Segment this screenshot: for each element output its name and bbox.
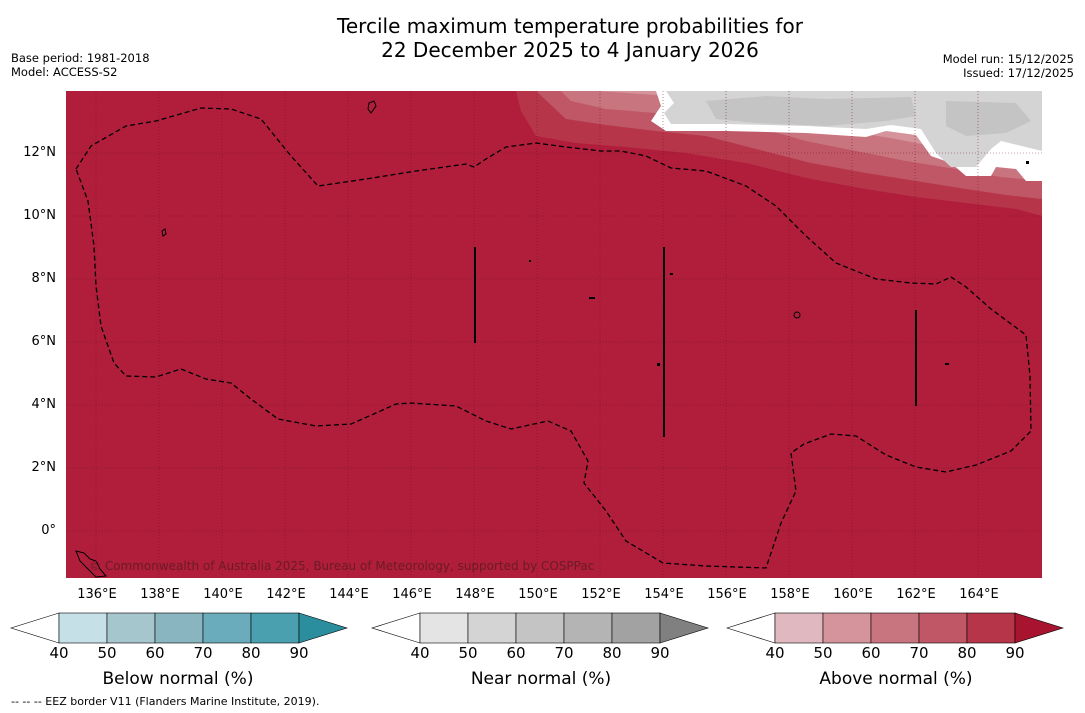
- near-normal-darker-patch-2: [946, 101, 1031, 136]
- cbar-below-seg: [250, 612, 300, 644]
- cbar-below-tick-90: 90: [289, 644, 309, 662]
- cbar-near-tick-60: 60: [506, 644, 526, 662]
- cbar-below-seg: [154, 612, 204, 644]
- island-east: [793, 311, 801, 319]
- cbar-above-seg: [870, 612, 920, 644]
- lon-label-144e: 144°E: [329, 587, 369, 602]
- copyright-text: © Commonwealth of Australia 2025, Bureau…: [89, 559, 595, 573]
- colorbar-above: [726, 612, 1065, 644]
- island-southwest: [75, 550, 108, 578]
- model-run-text: Model run: 15/12/2025: [942, 52, 1074, 66]
- cbar-above-seg: [822, 612, 872, 644]
- cbar-above-tick-80: 80: [957, 644, 977, 662]
- lat-label-10n: 10°N: [23, 208, 56, 223]
- lon-label-150e: 150°E: [518, 587, 558, 602]
- cbar-below-seg: [58, 612, 108, 644]
- cbar-near-over: [659, 612, 710, 644]
- cbar-below-tick-70: 70: [193, 644, 213, 662]
- cbar-near-seg: [563, 612, 613, 644]
- lon-label-140e: 140°E: [203, 587, 243, 602]
- lon-label-138e: 138°E: [140, 587, 180, 602]
- cbar-below-tick-40: 40: [49, 644, 69, 662]
- lon-label-152e: 152°E: [581, 587, 621, 602]
- cbar-above-title: Above normal (%): [819, 669, 973, 689]
- cbar-above-seg: [774, 612, 824, 644]
- base-period-text: Base period: 1981-2018: [11, 51, 150, 65]
- cbar-below-seg: [106, 612, 156, 644]
- cbar-above-seg: [966, 612, 1016, 644]
- cbar-near-tick-80: 80: [602, 644, 622, 662]
- lon-label-164e: 164°E: [959, 587, 999, 602]
- probability-map: [66, 91, 1042, 578]
- lat-label-6n: 6°N: [31, 334, 57, 349]
- lon-label-136e: 136°E: [77, 587, 117, 602]
- cbar-below-title: Below normal (%): [102, 669, 254, 689]
- lon-label-158e: 158°E: [770, 587, 810, 602]
- lon-label-162e: 162°E: [896, 587, 936, 602]
- cbar-below-tick-60: 60: [145, 644, 165, 662]
- lon-label-154e: 154°E: [644, 587, 684, 602]
- cbar-near-tick-50: 50: [458, 644, 478, 662]
- islands: [75, 100, 801, 578]
- lat-label-8n: 8°N: [31, 271, 57, 286]
- cbar-near-tick-90: 90: [650, 644, 670, 662]
- cbar-below-tick-80: 80: [241, 644, 261, 662]
- cbar-near-seg: [419, 612, 469, 644]
- cbar-near-title: Near normal (%): [470, 669, 612, 689]
- cbar-below-under: [10, 612, 60, 644]
- info-right: Model run: 15/12/2025 Issued: 17/12/2025: [943, 52, 1074, 80]
- cbar-near-seg: [611, 612, 661, 644]
- near-normal-darker-patch: [706, 96, 916, 126]
- eez-footnote: -- -- -- EEZ border V11 (Flanders Marine…: [11, 695, 320, 708]
- map-svg: [66, 91, 1042, 578]
- lat-label-4n: 4°N: [31, 397, 57, 412]
- cbar-near-tick-40: 40: [410, 644, 430, 662]
- info-left: Base period: 1981-2018 Model: ACCESS-S2: [11, 51, 150, 79]
- cbar-near-seg: [467, 612, 517, 644]
- cbar-above-tick-40: 40: [765, 644, 785, 662]
- cbar-below-seg: [202, 612, 252, 644]
- cbar-above-tick-70: 70: [909, 644, 929, 662]
- graticule: [66, 91, 1042, 578]
- island-west: [161, 228, 167, 237]
- lat-label-0: 0°: [41, 523, 56, 538]
- tiny-islands: [529, 161, 1029, 366]
- lon-label-160e: 160°E: [833, 587, 873, 602]
- title-line-2: 22 December 2025 to 4 January 2026: [381, 38, 759, 62]
- cbar-above-over: [1014, 612, 1065, 644]
- cbar-near-seg: [515, 612, 565, 644]
- eez-border-west: [75, 107, 1032, 569]
- cbar-above-under: [726, 612, 776, 644]
- title-line-1: Tercile maximum temperature probabilitie…: [337, 14, 803, 38]
- lat-label-12n: 12°N: [23, 145, 56, 160]
- lon-label-148e: 148°E: [455, 587, 495, 602]
- model-text: Model: ACCESS-S2: [11, 65, 118, 79]
- cbar-above-tick-60: 60: [861, 644, 881, 662]
- lon-label-146e: 146°E: [392, 587, 432, 602]
- vertical-boundary-lines: [474, 247, 917, 437]
- cbar-above-tick-90: 90: [1005, 644, 1025, 662]
- lon-label-156e: 156°E: [707, 587, 747, 602]
- cbar-above-tick-50: 50: [813, 644, 833, 662]
- colorbar-below: [10, 612, 349, 644]
- map-title: Tercile maximum temperature probabilitie…: [0, 14, 1085, 62]
- lat-label-2n: 2°N: [31, 460, 57, 475]
- cbar-below-tick-50: 50: [97, 644, 117, 662]
- lon-label-142e: 142°E: [266, 587, 306, 602]
- cbar-above-seg: [918, 612, 968, 644]
- cbar-below-over: [298, 612, 349, 644]
- cbar-near-tick-70: 70: [554, 644, 574, 662]
- colorbar-near: [371, 612, 710, 644]
- island-northwest: [367, 100, 377, 114]
- cbar-near-under: [371, 612, 421, 644]
- issued-text: Issued: 17/12/2025: [963, 66, 1074, 80]
